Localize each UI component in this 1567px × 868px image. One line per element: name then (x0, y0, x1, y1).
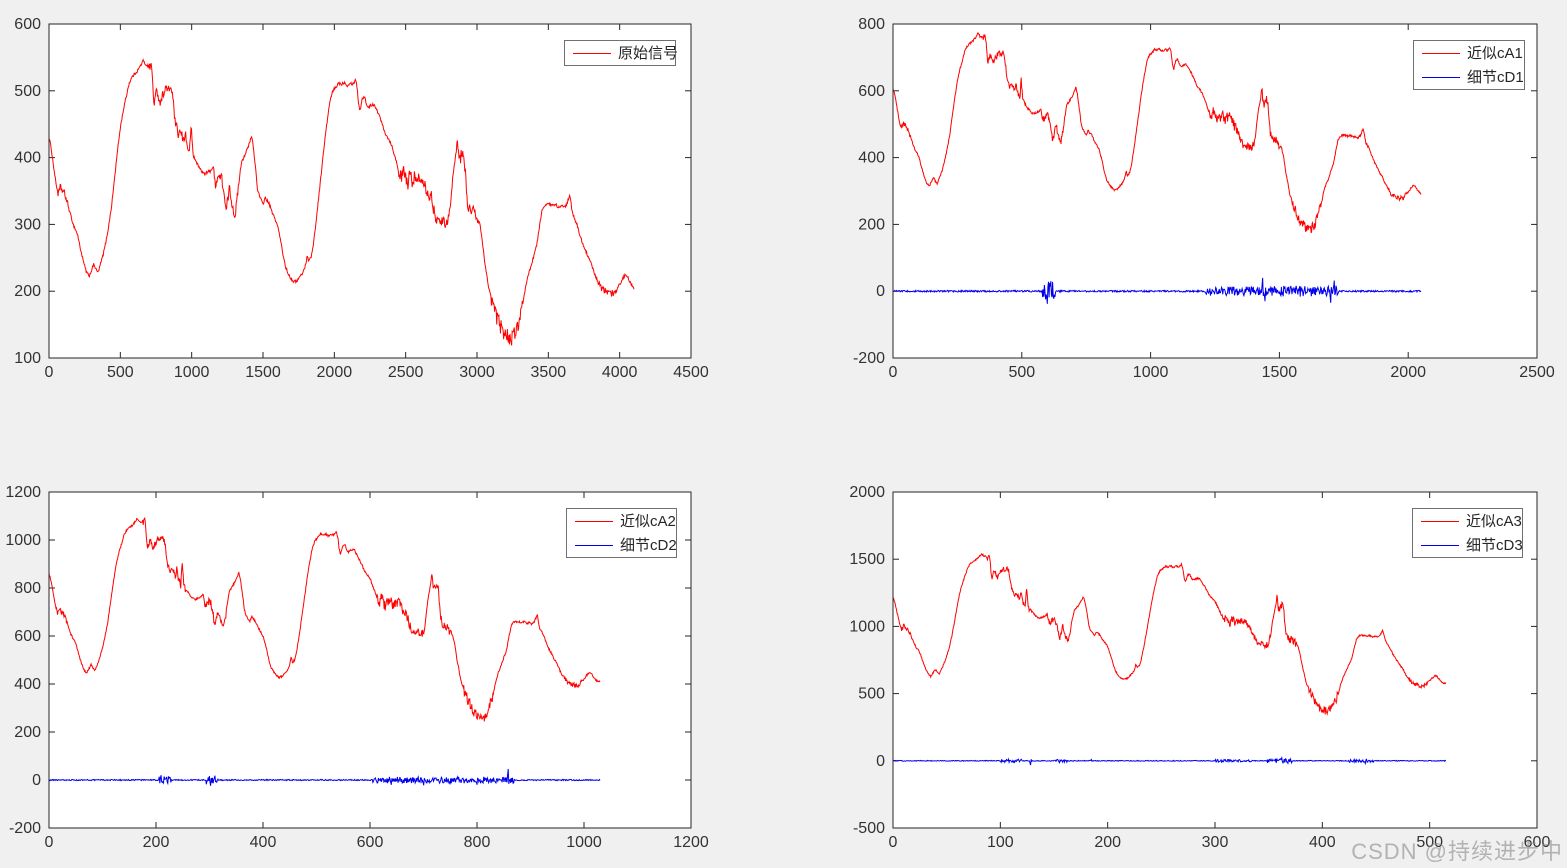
svg-text:1000: 1000 (1133, 364, 1169, 381)
svg-text:200: 200 (1094, 834, 1121, 851)
legend-row: 原始信号 (565, 41, 679, 65)
svg-text:1200: 1200 (673, 834, 709, 851)
legend-line-sample-blue (1421, 544, 1459, 546)
svg-text:1500: 1500 (1262, 364, 1298, 381)
svg-text:800: 800 (464, 834, 491, 851)
svg-text:3000: 3000 (459, 364, 495, 381)
legend-label: 细节cD2 (620, 536, 677, 554)
legend-label: 近似cA1 (1467, 44, 1523, 62)
svg-text:400: 400 (14, 676, 41, 693)
legend-row: 近似cA3 (1413, 509, 1522, 533)
series-近似cA3 (893, 553, 1447, 716)
legend-line-sample-red (575, 520, 613, 522)
chart-panel-level2: 0 200 400 600 800 1000 1200 -200 0 200 400 600 800 10… (0, 434, 784, 868)
legend-line-sample-blue (1422, 76, 1460, 78)
series-细节cD3 (893, 755, 1447, 766)
svg-text:1000: 1000 (5, 532, 41, 549)
svg-text:800: 800 (858, 16, 885, 33)
chart-panel-level3: 0 100 200 300 400 500 600 -500 0 500 1000 1500 2000 … (783, 434, 1567, 868)
svg-text:400: 400 (250, 834, 277, 851)
legend-level1: 近似cA1 细节cD1 (1413, 40, 1525, 90)
svg-text:600: 600 (14, 16, 41, 33)
svg-text:100: 100 (987, 834, 1014, 851)
legend-line-sample-red (573, 52, 611, 54)
svg-text:200: 200 (858, 216, 885, 233)
svg-text:0: 0 (32, 772, 41, 789)
svg-text:300: 300 (14, 216, 41, 233)
svg-text:0: 0 (45, 364, 54, 381)
legend-label: 细节cD1 (1467, 68, 1524, 86)
legend-level2: 近似cA2 细节cD2 (566, 508, 677, 558)
svg-text:4500: 4500 (673, 364, 709, 381)
svg-text:600: 600 (1524, 834, 1551, 851)
svg-text:2000: 2000 (1390, 364, 1426, 381)
legend-row: 细节cD3 (1413, 533, 1523, 557)
svg-text:4000: 4000 (602, 364, 638, 381)
svg-text:0: 0 (889, 834, 898, 851)
svg-text:600: 600 (858, 83, 885, 100)
svg-text:200: 200 (14, 283, 41, 300)
svg-text:-200: -200 (9, 820, 41, 837)
svg-text:1000: 1000 (174, 364, 210, 381)
svg-text:-200: -200 (853, 350, 885, 367)
svg-text:400: 400 (14, 150, 41, 167)
svg-text:800: 800 (14, 580, 41, 597)
legend-level3: 近似cA3 细节cD3 (1412, 508, 1523, 558)
svg-text:2000: 2000 (849, 484, 885, 501)
series-原始信号 (49, 58, 635, 346)
legend-row: 细节cD1 (1414, 65, 1524, 89)
svg-text:600: 600 (14, 628, 41, 645)
chart-panel-original-signal: 0 500 1000 1500 2000 2500 3000 3500 4000 4500 100 2… (0, 0, 784, 434)
svg-text:0: 0 (876, 283, 885, 300)
legend-line-sample-red (1421, 520, 1459, 522)
svg-text:500: 500 (14, 83, 41, 100)
svg-text:1500: 1500 (245, 364, 281, 381)
svg-text:300: 300 (1202, 834, 1229, 851)
svg-text:0: 0 (876, 753, 885, 770)
svg-text:500: 500 (1008, 364, 1035, 381)
series-近似cA1 (893, 32, 1422, 234)
series-细节cD2 (49, 768, 601, 786)
legend-line-sample-blue (575, 544, 613, 546)
legend-label: 近似cA2 (620, 512, 676, 530)
plot-canvas-level2: 0 200 400 600 800 1000 1200-200020040060080010… (5, 484, 709, 851)
legend-label: 近似cA3 (1466, 512, 1522, 530)
svg-text:600: 600 (357, 834, 384, 851)
svg-text:100: 100 (14, 350, 41, 367)
svg-text:1200: 1200 (5, 484, 41, 501)
series-细节cD1 (893, 277, 1422, 304)
svg-text:200: 200 (14, 724, 41, 741)
legend-row: 近似cA2 (567, 509, 676, 533)
svg-text:1000: 1000 (849, 618, 885, 635)
svg-text:400: 400 (858, 150, 885, 167)
svg-text:500: 500 (1416, 834, 1443, 851)
legend-label: 原始信号 (618, 44, 679, 62)
svg-text:200: 200 (143, 834, 170, 851)
svg-text:400: 400 (1309, 834, 1336, 851)
svg-text:2000: 2000 (317, 364, 353, 381)
chart-panel-level1: 0 500 1000 1500 2000 2500 -200 0 200 400 600 800 近似… (783, 0, 1567, 434)
legend-row: 近似cA1 (1414, 41, 1524, 65)
svg-text:2500: 2500 (388, 364, 424, 381)
plot-canvas-original-signal: 0 500 1000 1500 2000 2500 3000 3500 4000 4500 100 2… (14, 16, 709, 381)
svg-text:0: 0 (45, 834, 54, 851)
svg-text:3500: 3500 (531, 364, 567, 381)
series-近似cA2 (49, 517, 601, 722)
legend-row: 细节cD2 (567, 533, 677, 557)
svg-text:1000: 1000 (566, 834, 602, 851)
svg-text:1500: 1500 (849, 551, 885, 568)
legend-original-signal: 原始信号 (564, 40, 679, 66)
legend-label: 细节cD3 (1466, 536, 1523, 554)
svg-text:500: 500 (858, 686, 885, 703)
legend-line-sample-red (1422, 52, 1460, 54)
svg-text:-500: -500 (853, 820, 885, 837)
svg-text:2500: 2500 (1519, 364, 1555, 381)
svg-text:500: 500 (107, 364, 134, 381)
svg-text:0: 0 (889, 364, 898, 381)
